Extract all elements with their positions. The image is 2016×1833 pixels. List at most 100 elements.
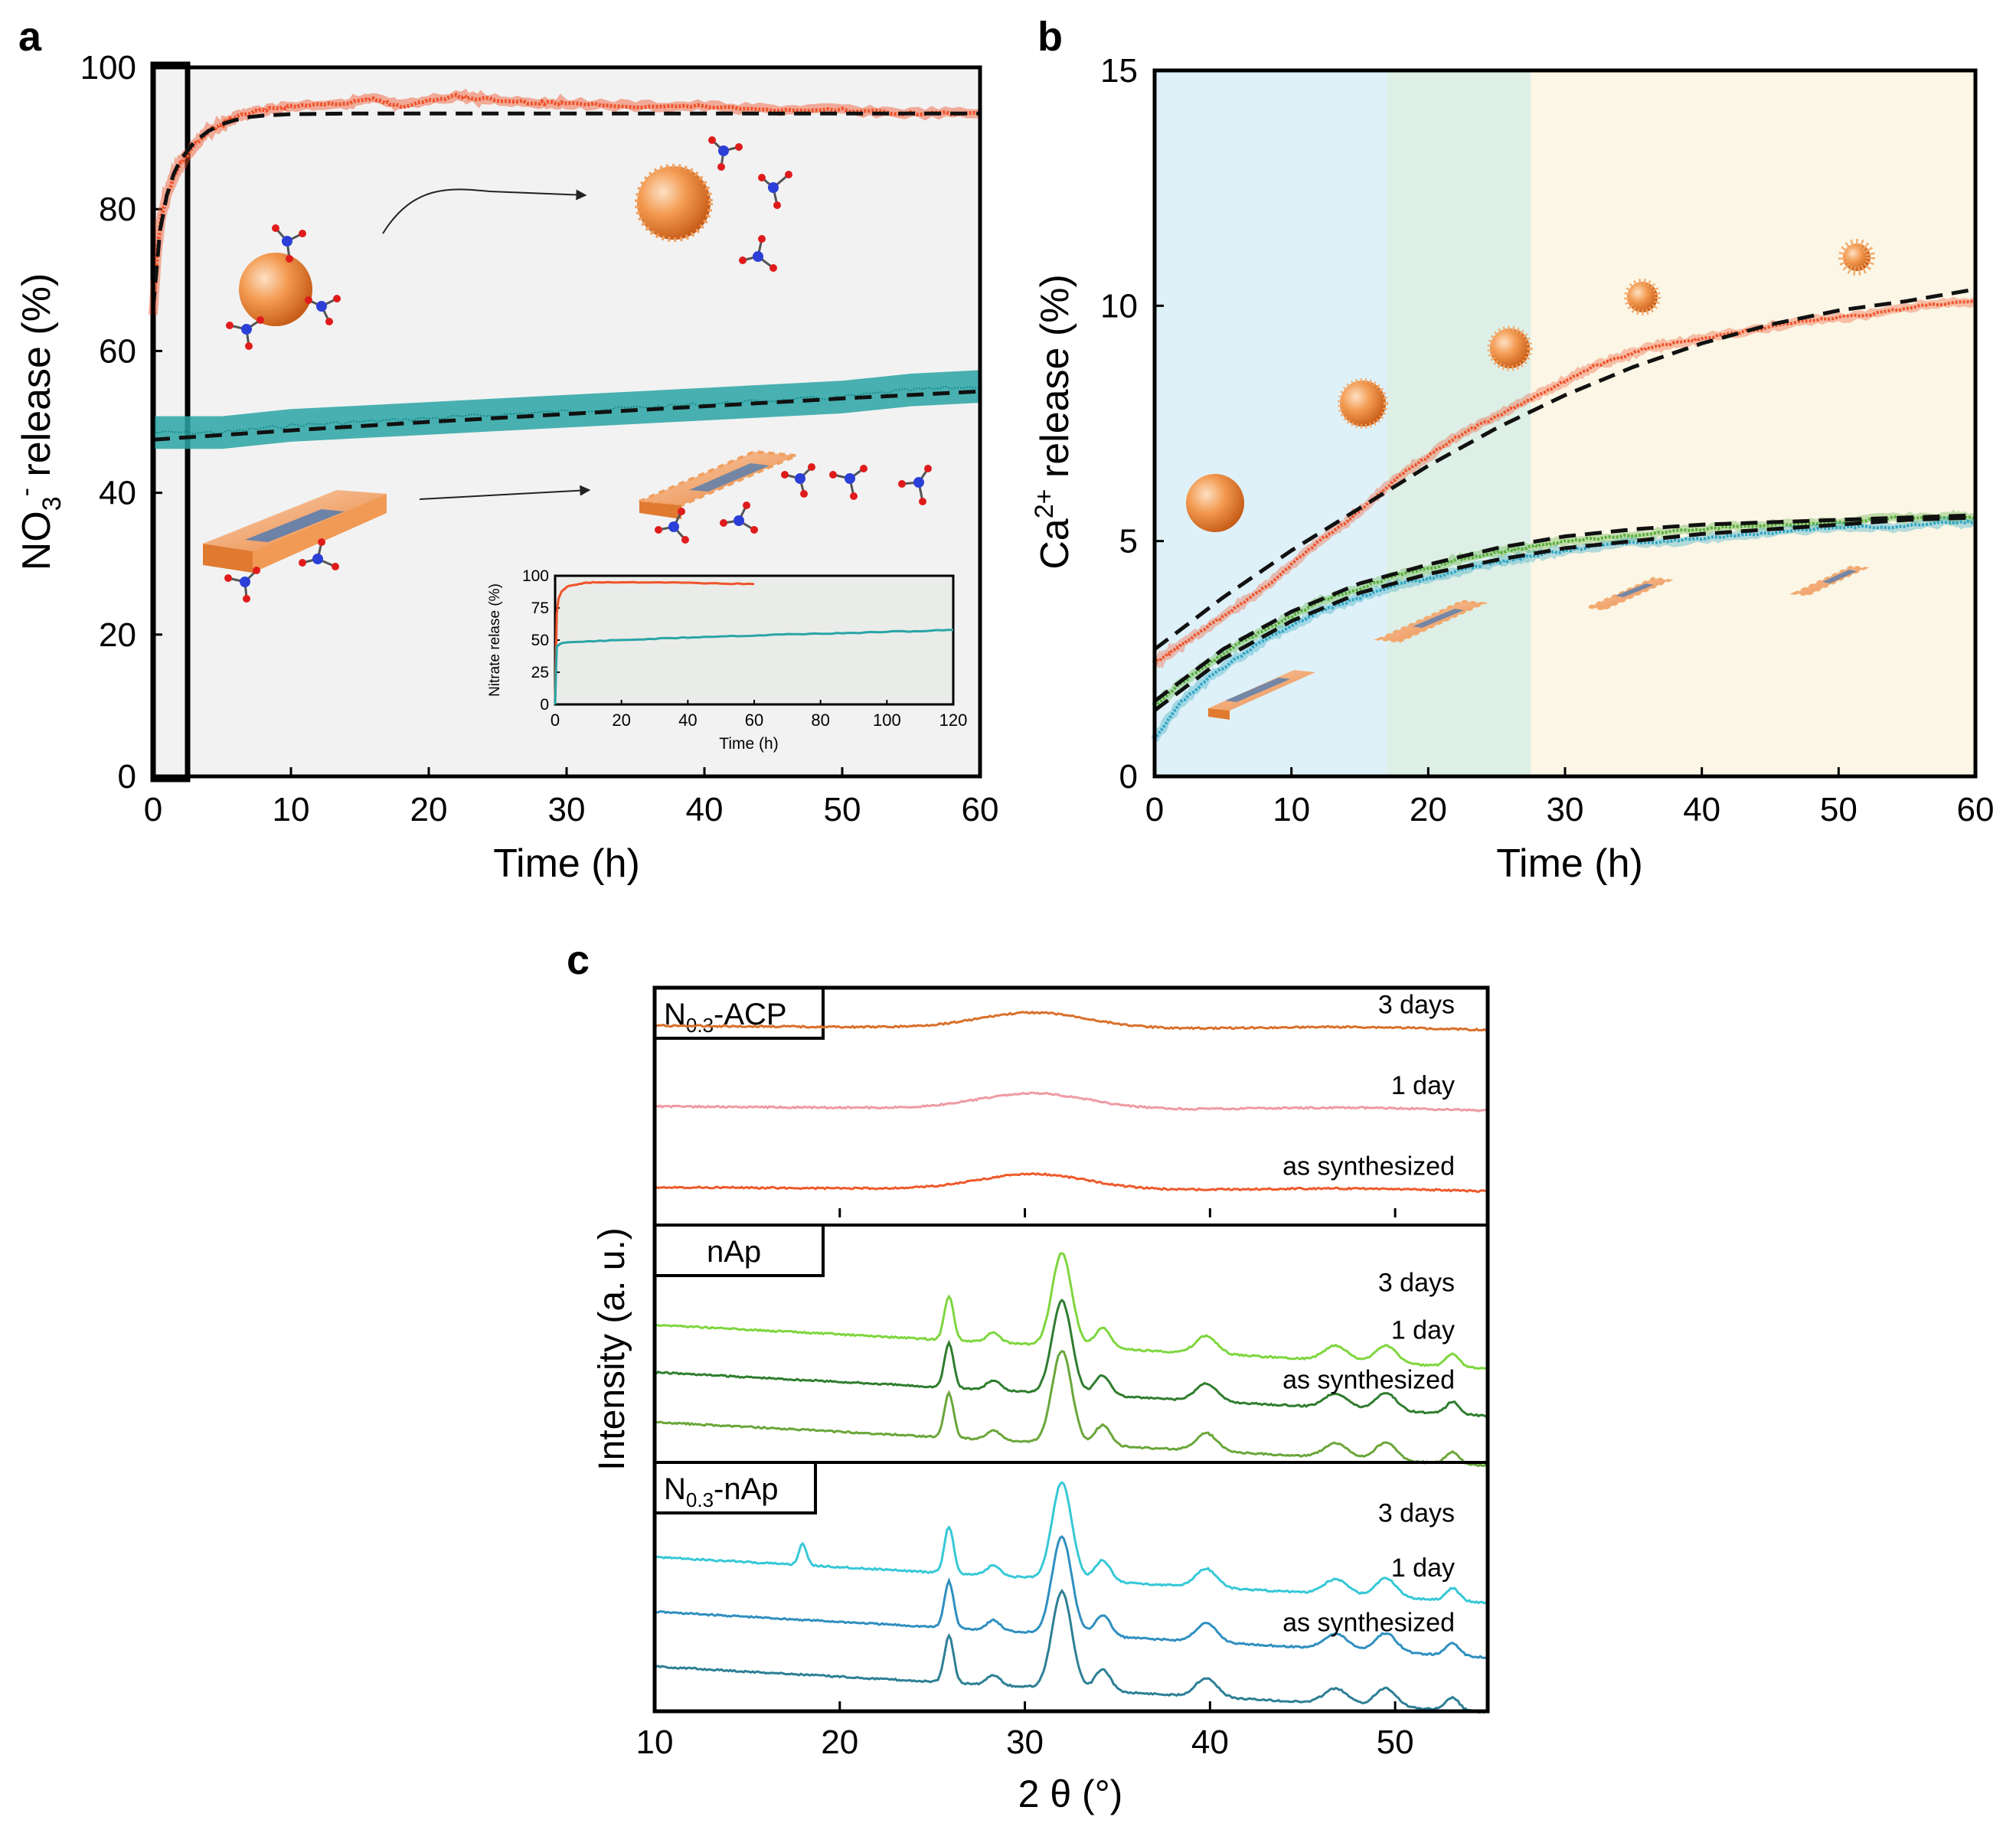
x-tick-label: 20: [1410, 791, 1447, 828]
y-tick-label: 0: [118, 758, 136, 796]
series-line-nAp: [1153, 515, 1976, 708]
x-tick-label: 10: [273, 791, 310, 828]
xrd-curve-3-days: [654, 1010, 1488, 1032]
nitrate-ion-icon: [224, 567, 260, 603]
acp-sphere-icon: [1186, 474, 1244, 532]
curve-label: as synthesized: [1282, 1365, 1455, 1394]
x-tick-label: 50: [1377, 1724, 1414, 1761]
panel-c-y-axis-label: Intensity (a. u.): [592, 1227, 632, 1470]
curve-label: 1 day: [1391, 1071, 1455, 1100]
panel-a-inset: 0 20 40 60 80 100 120 0 25 50 75 100 Nitrate relase…: [487, 567, 967, 753]
inset-x-tick-label: 0: [551, 711, 560, 730]
fit-line: [152, 389, 981, 442]
inset-x-tick-label: 60: [745, 711, 763, 730]
x-tick-label: 20: [410, 791, 448, 828]
x-tick-label: 60: [1957, 791, 1995, 828]
y-tick-label: 0: [1119, 758, 1138, 796]
inset-x-tick-label: 80: [811, 711, 829, 730]
curve-label: 1 day: [1391, 1554, 1455, 1583]
group-label: N0.3-nAp: [664, 1472, 779, 1511]
inset-ticks: 0 20 40 60 80 100 120 0 25 50 75 100: [522, 567, 967, 730]
y-tick-label: 60: [99, 332, 136, 370]
inset-x-tick-label: 100: [873, 711, 901, 730]
inset-y-tick-label: 0: [540, 696, 549, 714]
panel-a-acp-sphere-illustration: [226, 136, 792, 350]
nitrate-ion-icon: [739, 235, 777, 272]
inset-y-tick-label: 25: [531, 664, 549, 681]
panel-a-y-axis-label: NO3- release (%): [11, 273, 67, 571]
panel-c-letter: c: [567, 937, 590, 983]
y-tick-label: 40: [99, 475, 136, 512]
shaded-zone-1: [1155, 70, 1387, 776]
group-label-box: [653, 1461, 817, 1514]
panel-c-frame: [652, 985, 1490, 1714]
xrd-curve-1-day: [654, 1091, 1488, 1113]
panel-b: b 0 10 20 30 40 50 60 0 5 10 15 Time (h) Ca2+ rele…: [1030, 14, 1994, 886]
nitrate-ion-icon: [758, 171, 792, 209]
fit-line: [1153, 515, 1976, 712]
panel-a-x-ticks: 0 10 20 30 40 50 60: [144, 767, 998, 828]
inset-y-tick-label: 50: [531, 632, 549, 649]
y-tick-label: 10: [1100, 287, 1138, 325]
panel-a-x-axis-label: Time (h): [493, 841, 640, 886]
inset-y-tick-label: 100: [522, 567, 549, 585]
x-tick-label: 50: [824, 791, 861, 828]
acp-sphere-icon: [239, 253, 312, 326]
panel-c-ticks: 10 20 30 40 50: [636, 1208, 1414, 1761]
panel-c: c N0.3-ACP 3 days 1 day as synthesized nAp 3 …: [567, 937, 1490, 1815]
xrd-curve-3-days: [654, 1252, 1488, 1371]
fit-line: [1153, 513, 1976, 703]
y-tick-label: 15: [1100, 52, 1138, 90]
dissolving-sphere-icon: [1624, 279, 1661, 315]
xrd-curve-as-synthesized: [654, 1349, 1488, 1468]
dissolving-sphere-icon: [1838, 239, 1875, 276]
inset-y-axis-label: Nitrate relase (%): [487, 583, 503, 697]
inset-x-axis-label: Time (h): [719, 735, 778, 753]
inset-x-tick-label: 40: [678, 711, 697, 730]
panel-b-series: [1151, 287, 1978, 742]
panel-b-x-axis-label: Time (h): [1496, 841, 1643, 886]
xrd-curve-1-day: [654, 1534, 1488, 1659]
panel-b-illustrations: [1186, 239, 1875, 720]
x-tick-label: 0: [144, 791, 162, 828]
curve-label: 3 days: [1378, 991, 1455, 1020]
series-line-N0.3-ACP: [1153, 299, 1976, 666]
panel-c-x-axis-label: 2 θ (°): [1018, 1773, 1123, 1815]
panel-b-letter: b: [1037, 14, 1063, 60]
nitrate-ion-icon: [708, 136, 743, 171]
xrd-curve-as-synthesized: [654, 1171, 1488, 1194]
panel-b-frame: [1152, 68, 1978, 779]
x-tick-label: 30: [1006, 1724, 1044, 1761]
x-tick-label: 40: [1683, 791, 1720, 828]
group-label: N0.3-ACP: [664, 998, 787, 1037]
group-label-box: [653, 1224, 825, 1277]
x-tick-label: 40: [686, 791, 724, 828]
x-tick-label: 30: [1547, 791, 1584, 828]
x-tick-label: 20: [821, 1724, 858, 1761]
xrd-curve-1-day: [654, 1298, 1488, 1418]
panel-b-y-axis-label: Ca2+ release (%): [1030, 274, 1077, 570]
x-tick-label: 40: [1191, 1724, 1229, 1761]
dissolving-sphere-icon: [1338, 378, 1388, 429]
nitrate-ion-icon: [305, 295, 341, 325]
nitrate-ion-icon: [655, 508, 689, 544]
panel-a-letter: a: [18, 14, 42, 60]
nitrate-ion-icon: [898, 465, 932, 505]
panel-b-ticks: 0 10 20 30 40 50 60 0 5 10 15: [1100, 52, 1994, 828]
x-tick-label: 0: [1145, 791, 1164, 828]
curve-label: as synthesized: [1282, 1152, 1455, 1181]
nitrate-ion-icon: [299, 538, 339, 570]
shaded-zone-3: [1531, 70, 1975, 776]
series-band-N0.3-nAp: [153, 370, 980, 449]
nitrate-ion-icon: [781, 463, 815, 498]
x-tick-label: 10: [636, 1724, 674, 1761]
curve-label: 3 days: [1378, 1268, 1455, 1297]
panel-a: a 0 10 20 30 40 50 60 0 20 40 60 80 100: [11, 14, 998, 886]
group-label: nAp: [707, 1235, 761, 1269]
arrow-icon: [419, 485, 591, 500]
panel-c-groups: N0.3-ACP 3 days 1 day as synthesized nAp 3 da…: [653, 986, 1488, 1714]
inset-series-nAp: [554, 629, 954, 705]
y-tick-label: 5: [1119, 523, 1138, 560]
dissolving-sphere-icon: [1487, 325, 1533, 371]
